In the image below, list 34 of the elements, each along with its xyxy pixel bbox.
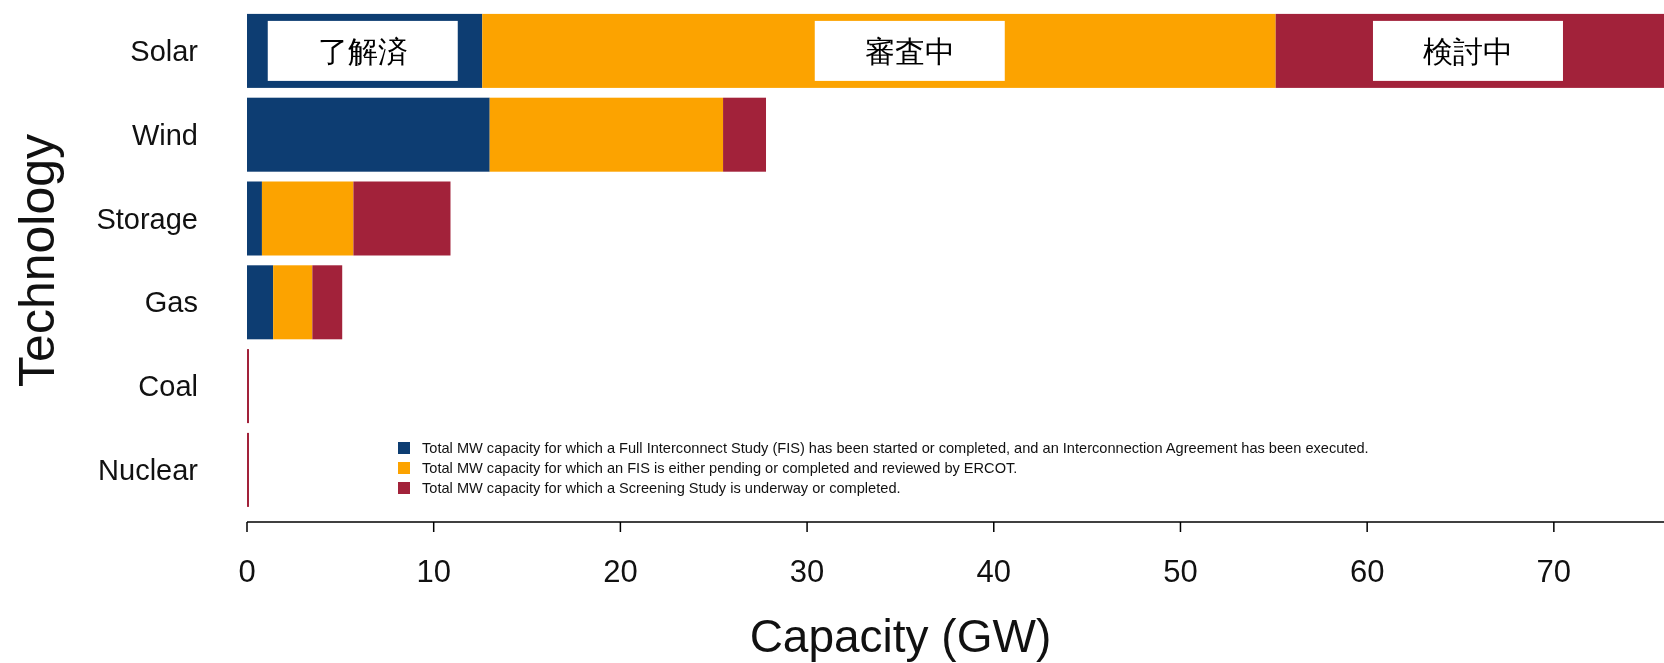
y-tick-label: Nuclear bbox=[98, 453, 199, 486]
annotation: 検討中 bbox=[1372, 20, 1563, 81]
y-tick-label: Solar bbox=[130, 34, 199, 67]
y-tick-label: Gas bbox=[144, 286, 198, 319]
bar bbox=[489, 97, 724, 172]
x-tick-label: 10 bbox=[416, 554, 451, 589]
x-tick-label: 60 bbox=[1349, 554, 1385, 589]
annotation: 了解済 bbox=[317, 34, 408, 68]
x-axis-title: Capacity (GW) bbox=[749, 610, 1052, 662]
bar bbox=[247, 97, 490, 172]
y-tick-label: Wind bbox=[131, 118, 198, 151]
y-tick-label: Coal bbox=[138, 370, 198, 403]
annotation: 審査中 bbox=[864, 34, 955, 68]
x-tick-label: 20 bbox=[603, 554, 638, 589]
bar bbox=[247, 265, 274, 340]
x-tick-label: 70 bbox=[1536, 554, 1572, 589]
y-axis-title: Technology bbox=[9, 133, 65, 387]
y-tick-label: Storage bbox=[96, 202, 198, 235]
annotation: 了解済 bbox=[267, 20, 458, 81]
bar bbox=[273, 265, 313, 340]
bar bbox=[312, 265, 343, 340]
annotation: 検討中 bbox=[1422, 34, 1513, 68]
bar bbox=[247, 181, 262, 256]
bar bbox=[723, 97, 767, 172]
x-tick-label: 40 bbox=[976, 554, 1012, 589]
bar bbox=[261, 181, 354, 256]
legend-label: Total MW capacity for which an FIS is either pending or completed and reviewed by ERCOT. bbox=[422, 460, 1018, 476]
legend-label: Total MW capacity for which a Full Interconnect Study (FIS) has been started or completed, and an Interconnection Agreement has been executed. bbox=[422, 440, 1369, 456]
x-tick-label: 30 bbox=[789, 554, 825, 589]
x-tick-label: 50 bbox=[1163, 554, 1198, 589]
legend-label: Total MW capacity for which a Screening Study is underway or completed. bbox=[422, 480, 901, 496]
annotation: 審査中 bbox=[814, 20, 1005, 81]
x-tick-label: 0 bbox=[238, 554, 256, 589]
bar bbox=[353, 181, 451, 256]
